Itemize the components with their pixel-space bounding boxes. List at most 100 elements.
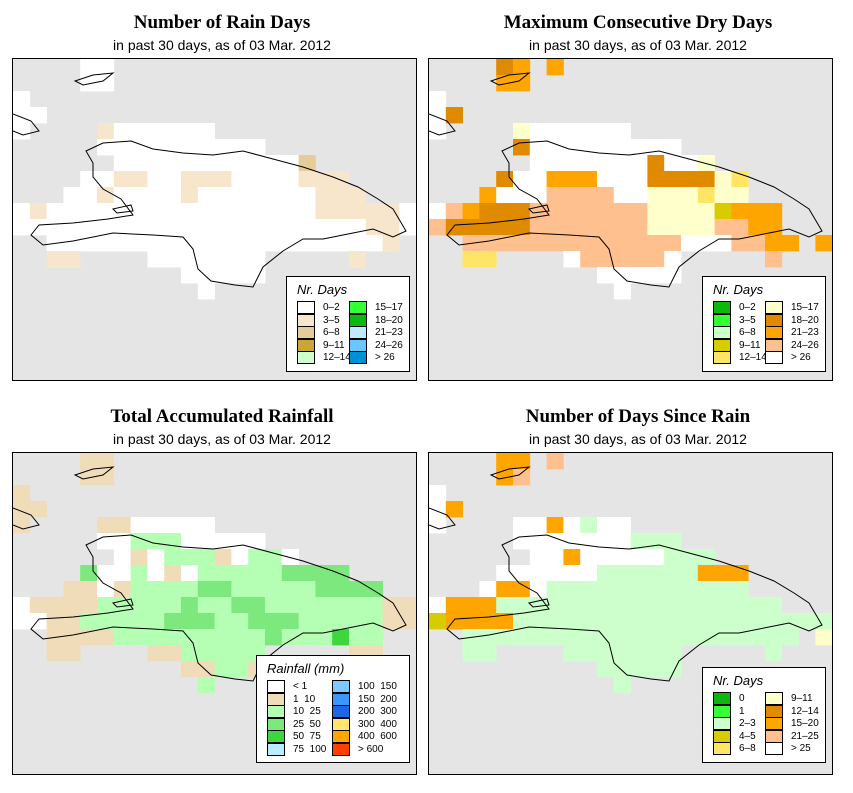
grid-cell bbox=[546, 453, 564, 470]
grid-cell bbox=[97, 469, 115, 486]
grid-cell bbox=[80, 187, 98, 204]
grid-cell bbox=[681, 549, 699, 566]
legend-label: 4–5 bbox=[739, 730, 756, 742]
grid-cell bbox=[697, 235, 715, 252]
grid-cell bbox=[248, 613, 266, 630]
grid-cell bbox=[147, 203, 165, 220]
grid-cell bbox=[597, 533, 615, 550]
grid-cell bbox=[97, 613, 115, 630]
grid-cell bbox=[731, 565, 749, 582]
grid-cell bbox=[181, 597, 199, 614]
legend-swatch bbox=[713, 301, 731, 314]
legend-label: 1 bbox=[739, 705, 745, 717]
legend-swatch bbox=[349, 301, 367, 314]
grid-cell bbox=[281, 565, 299, 582]
panel-title: Number of Rain Days bbox=[133, 12, 311, 33]
grid-cell bbox=[445, 597, 463, 614]
grid-cell bbox=[46, 203, 64, 220]
grid-cell bbox=[147, 139, 165, 156]
grid-cell bbox=[714, 565, 732, 582]
legend-item: 24–26 bbox=[765, 338, 819, 352]
legend-label: < 1 bbox=[293, 681, 308, 692]
grid-cell bbox=[630, 629, 648, 646]
grid-cell bbox=[613, 629, 631, 646]
legend-label: 18–20 bbox=[791, 314, 819, 326]
grid-cell bbox=[97, 219, 115, 236]
grid-cell bbox=[513, 139, 531, 156]
grid-cell bbox=[130, 235, 148, 252]
legend-item: 21–25 bbox=[765, 729, 819, 743]
grid-cell bbox=[197, 677, 215, 694]
grid-cell bbox=[647, 187, 665, 204]
grid-cell bbox=[13, 597, 31, 614]
grid-cell bbox=[697, 171, 715, 188]
grid-cell bbox=[714, 597, 732, 614]
legend-swatch bbox=[765, 704, 783, 718]
grid-cell bbox=[147, 565, 165, 582]
grid-cell bbox=[130, 581, 148, 598]
grid-cell bbox=[513, 597, 531, 614]
grid-cell bbox=[630, 171, 648, 188]
grid-cell bbox=[429, 517, 447, 534]
legend-swatch bbox=[349, 326, 367, 339]
grid-cell bbox=[580, 171, 598, 188]
grid-cell bbox=[181, 139, 199, 156]
grid-cell bbox=[164, 219, 182, 236]
grid-cell bbox=[298, 581, 316, 598]
islet-outline bbox=[13, 507, 40, 530]
grid-cell bbox=[647, 203, 665, 220]
legend-swatch bbox=[349, 338, 367, 352]
grid-cell bbox=[697, 565, 715, 582]
grid-cell bbox=[181, 613, 199, 630]
grid-cell bbox=[529, 171, 547, 188]
grid-cell bbox=[563, 219, 581, 236]
grid-cell bbox=[647, 235, 665, 252]
legend-swatch bbox=[267, 680, 285, 693]
grid-cell bbox=[681, 629, 699, 646]
grid-cell bbox=[164, 581, 182, 598]
grid-cell bbox=[580, 549, 598, 566]
grid-cell bbox=[197, 171, 215, 188]
grid-cell bbox=[231, 139, 249, 156]
grid-cell bbox=[349, 235, 367, 252]
grid-cell bbox=[613, 661, 631, 678]
grid-cell bbox=[546, 613, 564, 630]
grid-cell bbox=[613, 171, 631, 188]
grid-cell bbox=[113, 235, 131, 252]
legend-swatch bbox=[332, 692, 350, 706]
grid-cell bbox=[681, 187, 699, 204]
legend-item: 6–8 bbox=[713, 742, 756, 755]
legend-item: 50 75 bbox=[267, 730, 321, 743]
grid-cell bbox=[664, 629, 682, 646]
grid-cell bbox=[513, 171, 531, 188]
grid-cell bbox=[130, 219, 148, 236]
legend-item: 12–14 bbox=[765, 704, 819, 718]
grid-cell bbox=[630, 645, 648, 662]
islet-outline bbox=[528, 204, 550, 214]
legend-item: 15–20 bbox=[765, 717, 819, 730]
grid-cell bbox=[164, 203, 182, 220]
legend-label: > 25 bbox=[791, 743, 811, 754]
grid-cell bbox=[298, 629, 316, 646]
grid-cell bbox=[197, 219, 215, 236]
grid-cell bbox=[647, 139, 665, 156]
grid-cell bbox=[147, 235, 165, 252]
legend-label: 15–20 bbox=[791, 718, 819, 729]
grid-cell bbox=[97, 123, 115, 140]
grid-cell bbox=[429, 219, 447, 236]
grid-cell bbox=[697, 629, 715, 646]
grid-cell bbox=[80, 75, 98, 92]
grid-cell bbox=[147, 645, 165, 662]
grid-cell bbox=[399, 613, 416, 630]
grid-cell bbox=[647, 565, 665, 582]
grid-cell bbox=[365, 235, 383, 252]
grid-cell bbox=[298, 613, 316, 630]
grid-cell bbox=[231, 235, 249, 252]
legend-label: 150 200 bbox=[358, 693, 397, 705]
grid-cell bbox=[63, 613, 81, 630]
grid-cell bbox=[664, 613, 682, 630]
grid-cell bbox=[214, 267, 232, 284]
legend-swatch bbox=[332, 680, 350, 693]
legend-swatch bbox=[267, 692, 285, 706]
grid-cell bbox=[546, 549, 564, 566]
